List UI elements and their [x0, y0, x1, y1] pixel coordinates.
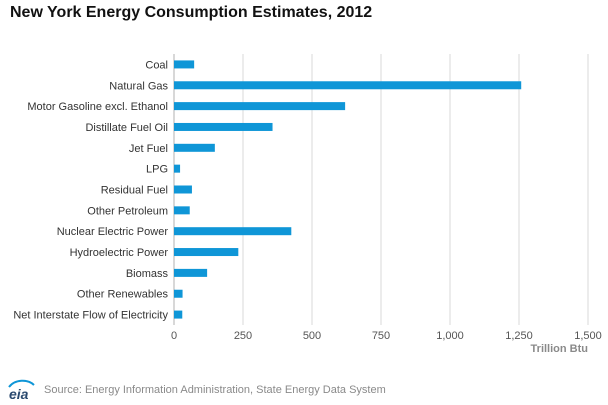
- x-tick-label: 500: [303, 330, 321, 342]
- bars: [174, 60, 522, 319]
- category-label: Hydroelectric Power: [70, 247, 169, 259]
- eia-logo-icon: eia: [8, 379, 35, 402]
- x-tick-label: 750: [372, 330, 390, 342]
- category-label: LPG: [146, 164, 168, 176]
- eia-logo-text: eia: [9, 386, 29, 402]
- bar: [174, 185, 192, 194]
- source-note: Source: Energy Information Administratio…: [44, 384, 386, 396]
- category-label: Natural Gas: [109, 80, 168, 92]
- x-tick-label: 0: [171, 330, 177, 342]
- x-tick-labels: 0 250 500 750 1,000 1,250 1,500: [171, 330, 602, 342]
- category-label: Other Renewables: [77, 289, 169, 301]
- bar-chart: Coal Natural Gas Motor Gasoline excl. Etha…: [13, 54, 602, 355]
- bar: [174, 143, 215, 152]
- category-label: Other Petroleum: [87, 205, 168, 217]
- category-label: Net Interstate Flow of Electricity: [13, 310, 168, 322]
- bar: [174, 60, 195, 69]
- bar: [174, 122, 273, 131]
- x-axis-title: Trillion Btu: [531, 343, 588, 355]
- x-tick-label: 250: [234, 330, 252, 342]
- bar: [174, 81, 522, 90]
- bar: [174, 206, 190, 215]
- gridlines: [173, 54, 589, 325]
- bar: [174, 289, 183, 298]
- chart-title: New York Energy Consumption Estimates, 2…: [10, 4, 373, 21]
- category-label: Coal: [145, 59, 168, 71]
- x-tick-label: 1,250: [505, 330, 533, 342]
- bar: [174, 164, 181, 173]
- category-labels: Coal Natural Gas Motor Gasoline excl. Etha…: [13, 59, 168, 321]
- bar: [174, 268, 208, 277]
- category-label: Nuclear Electric Power: [57, 226, 169, 238]
- x-tick-label: 1,000: [436, 330, 464, 342]
- bar: [174, 102, 346, 111]
- category-label: Distillate Fuel Oil: [85, 122, 168, 134]
- bar: [174, 310, 183, 319]
- footer: eia Source: Energy Information Administr…: [6, 378, 386, 402]
- x-tick-label: 1,500: [574, 330, 602, 342]
- category-label: Biomass: [126, 268, 169, 280]
- category-label: Jet Fuel: [129, 143, 168, 155]
- category-label: Residual Fuel: [101, 185, 168, 197]
- category-label: Motor Gasoline excl. Ethanol: [27, 101, 168, 113]
- bar: [174, 227, 292, 236]
- bar: [174, 248, 239, 257]
